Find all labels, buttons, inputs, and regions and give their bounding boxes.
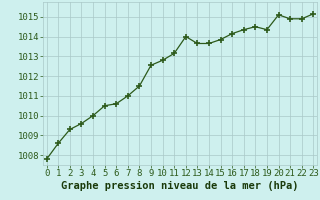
X-axis label: Graphe pression niveau de la mer (hPa): Graphe pression niveau de la mer (hPa): [61, 181, 299, 191]
